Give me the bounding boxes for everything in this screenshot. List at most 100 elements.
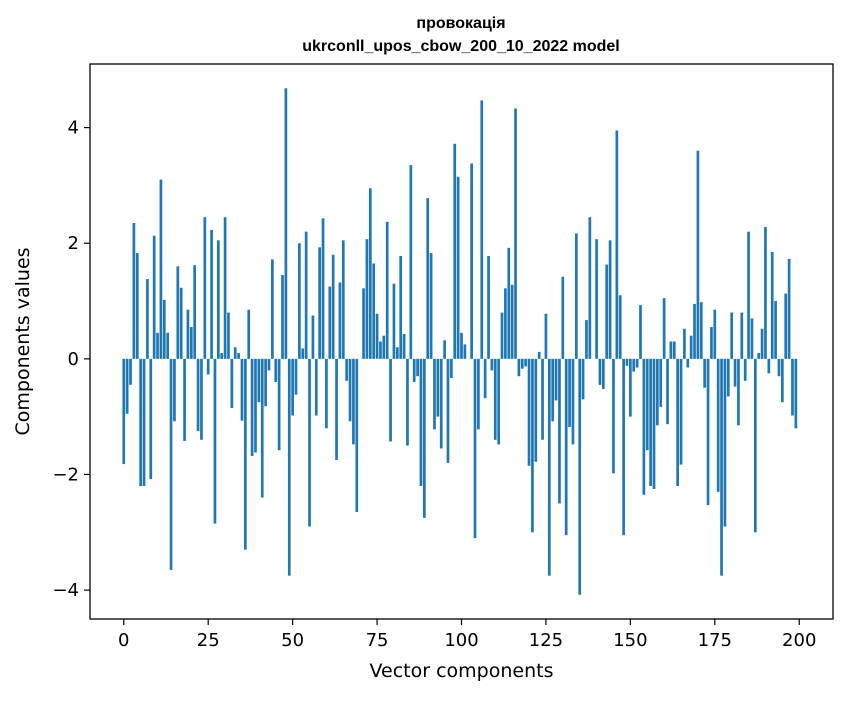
bar-48 xyxy=(285,88,288,359)
bar-25 xyxy=(207,359,210,375)
bar-77 xyxy=(382,336,385,359)
x-tick-label: 150 xyxy=(613,630,647,651)
bar-42 xyxy=(264,359,267,406)
bar-127 xyxy=(551,359,554,421)
bar-181 xyxy=(734,359,737,387)
bar-133 xyxy=(572,359,575,445)
bar-12 xyxy=(163,300,166,359)
bar-182 xyxy=(737,359,740,425)
bar-15 xyxy=(173,359,176,421)
x-tick-label: 75 xyxy=(366,630,389,651)
bar-45 xyxy=(274,359,277,382)
bar-111 xyxy=(497,359,500,445)
bar-31 xyxy=(227,313,230,359)
bar-142 xyxy=(602,359,605,389)
bar-80 xyxy=(393,284,396,359)
bar-21 xyxy=(193,265,196,359)
bar-50 xyxy=(291,359,294,416)
bar-4 xyxy=(136,253,139,359)
bar-172 xyxy=(703,359,706,388)
bar-55 xyxy=(308,359,311,527)
bar-100 xyxy=(460,333,463,359)
bar-185 xyxy=(747,232,750,359)
bar-97 xyxy=(450,359,453,378)
bar-44 xyxy=(271,259,274,358)
bar-86 xyxy=(413,359,416,382)
bar-18 xyxy=(183,359,186,441)
bar-156 xyxy=(649,359,652,486)
bar-161 xyxy=(666,359,669,424)
bar-29 xyxy=(220,353,223,359)
bar-62 xyxy=(332,255,335,359)
y-tick-label: −2 xyxy=(52,464,79,485)
bar-27 xyxy=(214,359,217,524)
bar-7 xyxy=(146,279,149,359)
bar-158 xyxy=(656,359,659,425)
bar-41 xyxy=(261,359,264,498)
bar-150 xyxy=(629,359,632,417)
bar-196 xyxy=(784,294,787,359)
bar-123 xyxy=(538,352,541,359)
bar-189 xyxy=(761,329,764,359)
bar-144 xyxy=(609,240,612,359)
bar-49 xyxy=(288,359,291,576)
bar-160 xyxy=(663,298,666,359)
bar-163 xyxy=(673,342,676,359)
bar-13 xyxy=(166,333,169,359)
bar-145 xyxy=(612,359,615,473)
x-tick-label: 100 xyxy=(444,630,478,651)
bar-88 xyxy=(420,359,423,486)
bar-83 xyxy=(403,334,406,359)
bar-69 xyxy=(355,359,358,512)
bar-96 xyxy=(447,359,450,463)
bar-74 xyxy=(372,263,375,358)
bar-152 xyxy=(636,359,639,368)
bar-37 xyxy=(247,310,250,359)
bar-118 xyxy=(521,359,524,369)
bar-3 xyxy=(133,223,136,359)
bar-125 xyxy=(545,314,548,359)
bar-109 xyxy=(491,359,494,371)
bar-110 xyxy=(494,359,497,440)
bar-183 xyxy=(740,313,743,359)
bar-184 xyxy=(744,359,747,381)
bar-6 xyxy=(143,359,146,486)
bar-157 xyxy=(653,359,656,489)
bar-47 xyxy=(281,275,284,359)
bar-143 xyxy=(605,265,608,359)
bar-155 xyxy=(646,359,649,450)
bar-116 xyxy=(514,109,517,359)
bar-10 xyxy=(156,333,159,359)
bar-19 xyxy=(187,310,190,359)
bar-75 xyxy=(376,314,379,359)
bar-64 xyxy=(339,283,342,359)
bar-126 xyxy=(548,359,551,576)
bar-137 xyxy=(585,320,588,359)
bar-166 xyxy=(683,329,686,359)
bar-179 xyxy=(727,359,730,397)
bar-2 xyxy=(129,359,132,385)
y-axis-label: Components values xyxy=(12,247,34,435)
bar-71 xyxy=(362,288,365,359)
bar-43 xyxy=(268,359,271,371)
bar-90 xyxy=(426,198,429,359)
bar-154 xyxy=(643,359,646,495)
bar-193 xyxy=(774,301,777,359)
bar-28 xyxy=(217,240,220,359)
bar-197 xyxy=(788,259,791,359)
bar-134 xyxy=(575,233,578,358)
bar-146 xyxy=(616,130,619,358)
bar-132 xyxy=(568,359,571,427)
bar-98 xyxy=(453,144,456,359)
bar-39 xyxy=(254,359,257,453)
bar-140 xyxy=(595,239,598,359)
bar-153 xyxy=(639,305,642,359)
bar-93 xyxy=(437,359,440,417)
bar-104 xyxy=(474,359,477,538)
bar-8 xyxy=(149,359,152,479)
bar-151 xyxy=(632,359,635,372)
bar-17 xyxy=(180,288,183,359)
bar-159 xyxy=(659,359,662,407)
bar-176 xyxy=(717,359,720,492)
